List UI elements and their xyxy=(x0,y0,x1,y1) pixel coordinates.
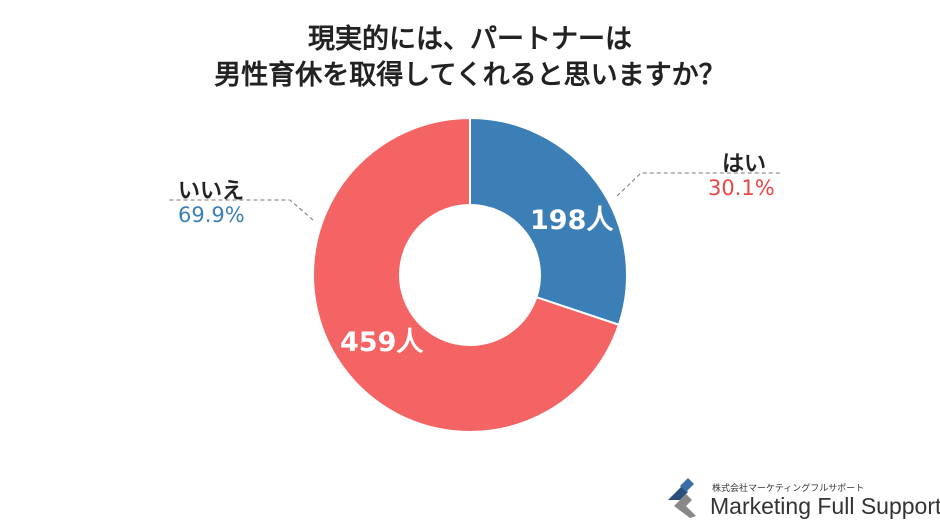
donut-slice-yes xyxy=(469,116,628,327)
chart-title: 現実的には、パートナーは 男性育休を取得してくれると思いますか？ xyxy=(0,22,940,94)
title-line-1: 現実的には、パートナーは xyxy=(308,24,632,55)
leader-line-no xyxy=(168,199,314,221)
category-label-no: いいえ xyxy=(178,179,245,204)
percent-label-yes: 30.1% xyxy=(708,176,775,200)
category-label-yes: はい xyxy=(722,152,767,177)
company-logo-icon xyxy=(668,478,696,518)
title-line-2: 男性育休を取得してくれると思いますか？ xyxy=(214,60,726,91)
value-label-no: 459人 xyxy=(340,320,423,359)
value-text: 459人 xyxy=(340,327,424,358)
value-text: 198人 xyxy=(530,205,614,236)
company-name-jp: 株式会社マーケティングフルサポート xyxy=(712,484,865,494)
donut-slice-no xyxy=(312,116,621,433)
company-name-en: Marketing Full Support xyxy=(710,493,940,519)
percent-label-no: 69.9% xyxy=(178,203,245,227)
value-label-yes: 198人 xyxy=(530,198,613,237)
